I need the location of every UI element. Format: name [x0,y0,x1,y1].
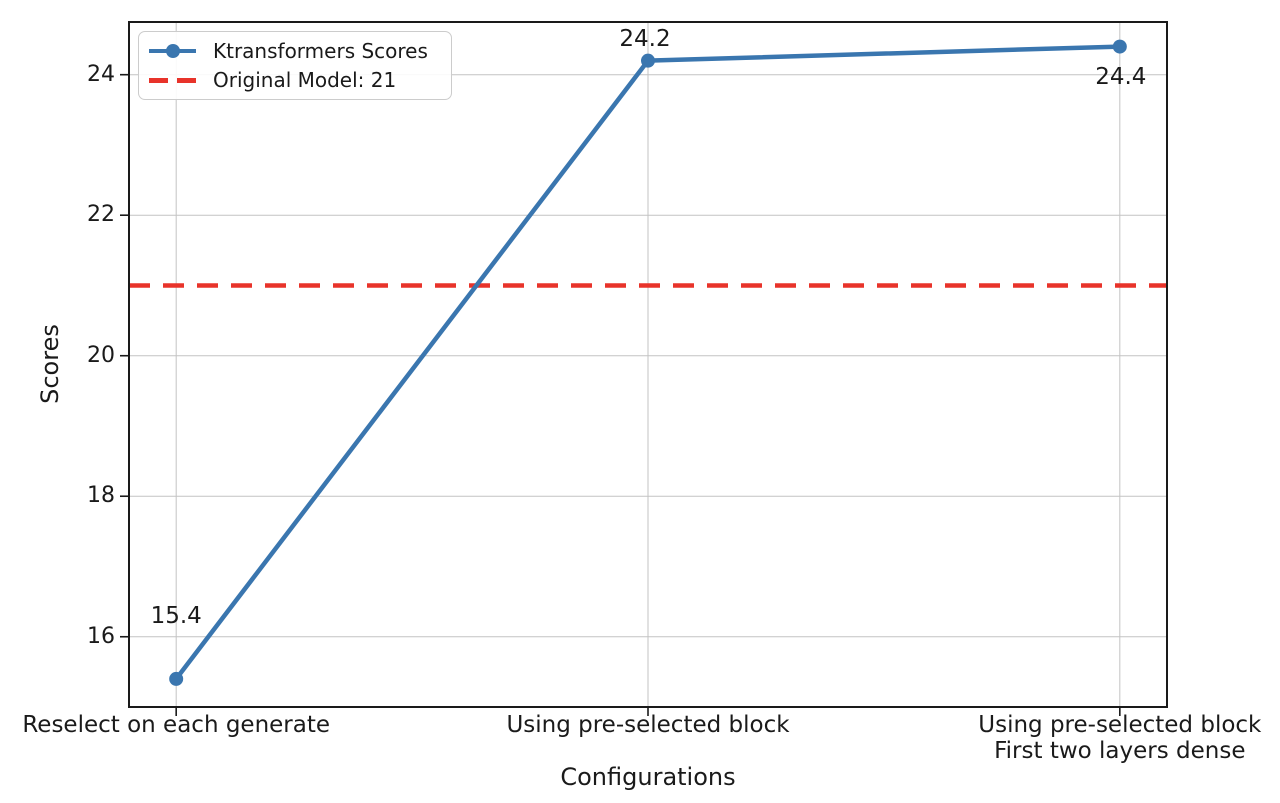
data-point-marker [1112,39,1127,54]
x-tick-label: Using pre-selected block First two layer… [978,712,1262,765]
data-point-label: 15.4 [150,602,202,629]
data-point-marker [641,53,655,68]
legend-item-original-model: Original Model: 21 [149,67,441,93]
legend: Ktransformers Scores Original Model: 21 [138,31,452,100]
x-tick-label: Reselect on each generate [22,712,331,738]
legend-solid-line-marker-icon [149,43,196,59]
y-tick-label: 22 [87,202,115,228]
y-tick-label: 18 [87,483,115,509]
legend-dashed-line-icon [149,72,196,88]
legend-label-reference: Original Model: 21 [213,68,397,93]
legend-item-ktransformers-scores: Ktransformers Scores [149,38,441,64]
x-tick-label: Using pre-selected block [506,712,790,738]
y-tick-label: 20 [87,342,115,368]
data-point-label: 24.4 [1095,63,1147,90]
legend-label-series: Ktransformers Scores [213,38,428,63]
data-point-marker [169,671,184,686]
y-tick-label: 16 [87,623,115,649]
y-tick-label: 24 [87,61,115,87]
x-axis-label: Configurations [560,763,736,791]
data-point-label: 24.2 [619,25,671,52]
